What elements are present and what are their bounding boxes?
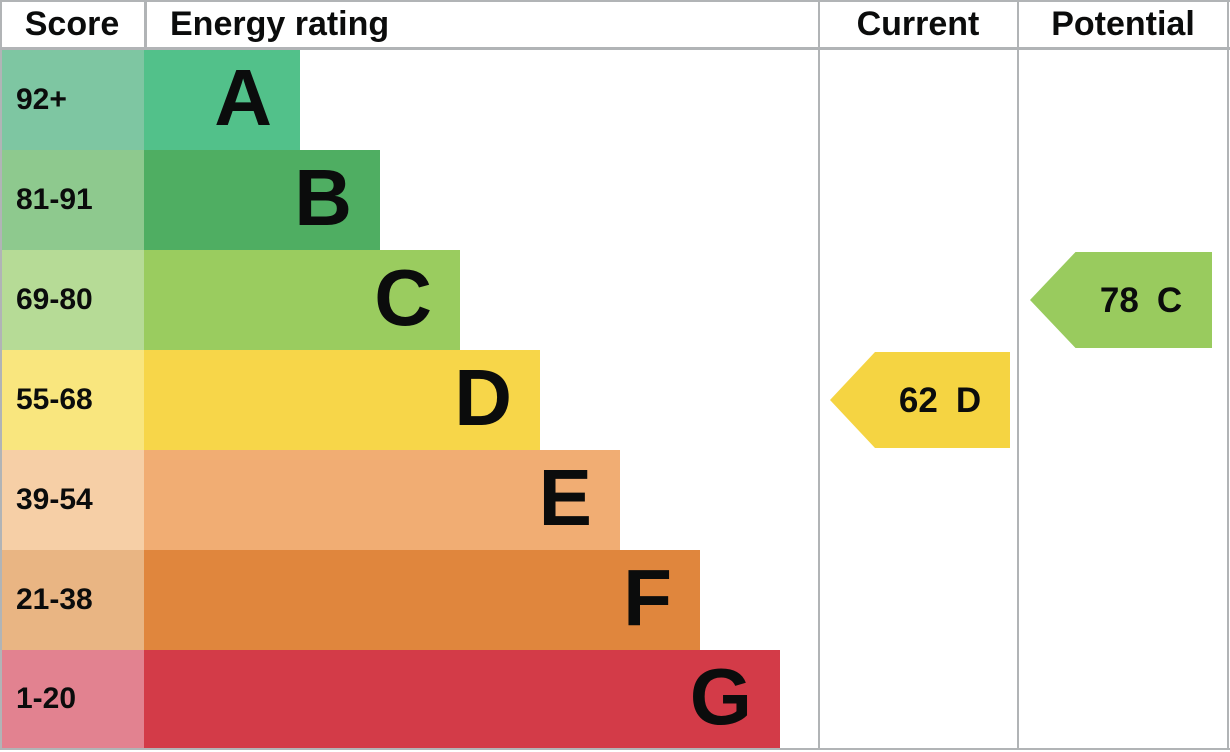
potential-rating-arrow: 78 C xyxy=(1030,252,1212,348)
band-row-e: 39-54 E xyxy=(0,450,818,550)
band-row-c: 69-80 C xyxy=(0,250,818,350)
potential-column-header: Potential xyxy=(1018,0,1228,48)
rating-bar-g: G xyxy=(144,650,780,748)
score-range-cell: 69-80 xyxy=(2,250,144,350)
score-range-cell: 81-91 xyxy=(2,150,144,250)
energy-rating-column-header: Energy rating xyxy=(148,0,818,48)
current-column-divider xyxy=(818,0,820,750)
score-range-cell: 39-54 xyxy=(2,450,144,550)
band-row-b: 81-91 B xyxy=(0,150,818,250)
potential-rating-letter: C xyxy=(1156,280,1183,320)
score-column-divider xyxy=(144,0,147,50)
outer-border-top xyxy=(0,0,1230,2)
band-row-g: 1-20 G xyxy=(0,650,818,748)
rating-bar-c: C xyxy=(144,250,460,350)
outer-border-bottom xyxy=(0,748,1230,750)
rating-bar-f: F xyxy=(144,550,700,650)
rating-bar-d: D xyxy=(144,350,540,450)
header-divider xyxy=(0,47,1230,50)
rating-bar-b: B xyxy=(144,150,380,250)
score-range-cell: 55-68 xyxy=(2,350,144,450)
rating-bar-a: A xyxy=(144,50,300,150)
band-row-d: 55-68 D xyxy=(0,350,818,450)
current-rating-arrow: 62 D xyxy=(830,352,1010,448)
potential-column-divider xyxy=(1017,0,1019,750)
band-row-f: 21-38 F xyxy=(0,550,818,650)
outer-border-right xyxy=(1227,0,1229,750)
score-range-cell: 92+ xyxy=(2,50,144,150)
potential-rating-value: 78 xyxy=(1099,280,1139,320)
current-column-header: Current xyxy=(818,0,1018,48)
current-rating-value: 62 xyxy=(898,380,938,420)
band-row-a: 92+ A xyxy=(0,50,818,150)
current-rating-letter: D xyxy=(955,380,982,420)
outer-border-left xyxy=(0,0,2,750)
rating-bar-e: E xyxy=(144,450,620,550)
score-range-cell: 1-20 xyxy=(2,650,144,748)
score-column-header: Score xyxy=(0,0,144,48)
score-range-cell: 21-38 xyxy=(2,550,144,650)
